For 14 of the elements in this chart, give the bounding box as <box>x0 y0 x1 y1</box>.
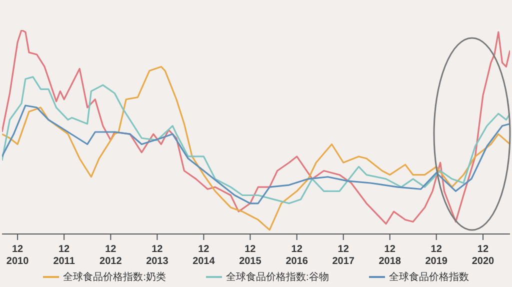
x-tick-label: 12 2017 <box>332 244 355 267</box>
x-tick-label: 12 2016 <box>286 244 308 267</box>
x-tick-label: 12 2013 <box>146 244 169 267</box>
x-tick-label: 12 2010 <box>6 244 30 267</box>
legend-label: 全球食品价格指数 <box>388 270 469 284</box>
x-tick-label: 12 2012 <box>100 244 122 267</box>
x-tick-label: 12 2014 <box>192 244 216 267</box>
legend-label: 全球食品价格指数:谷物 <box>226 270 329 284</box>
legend-label: 全球食品价格指数:奶类 <box>63 270 166 284</box>
x-tick-label: 12 2019 <box>425 244 448 267</box>
x-tick-label: 12 2011 <box>53 244 76 267</box>
x-tick-label: 12 2018 <box>378 244 402 267</box>
x-tick-label: 12 2015 <box>239 244 262 267</box>
x-tick-label: 12 2020 <box>472 244 495 267</box>
